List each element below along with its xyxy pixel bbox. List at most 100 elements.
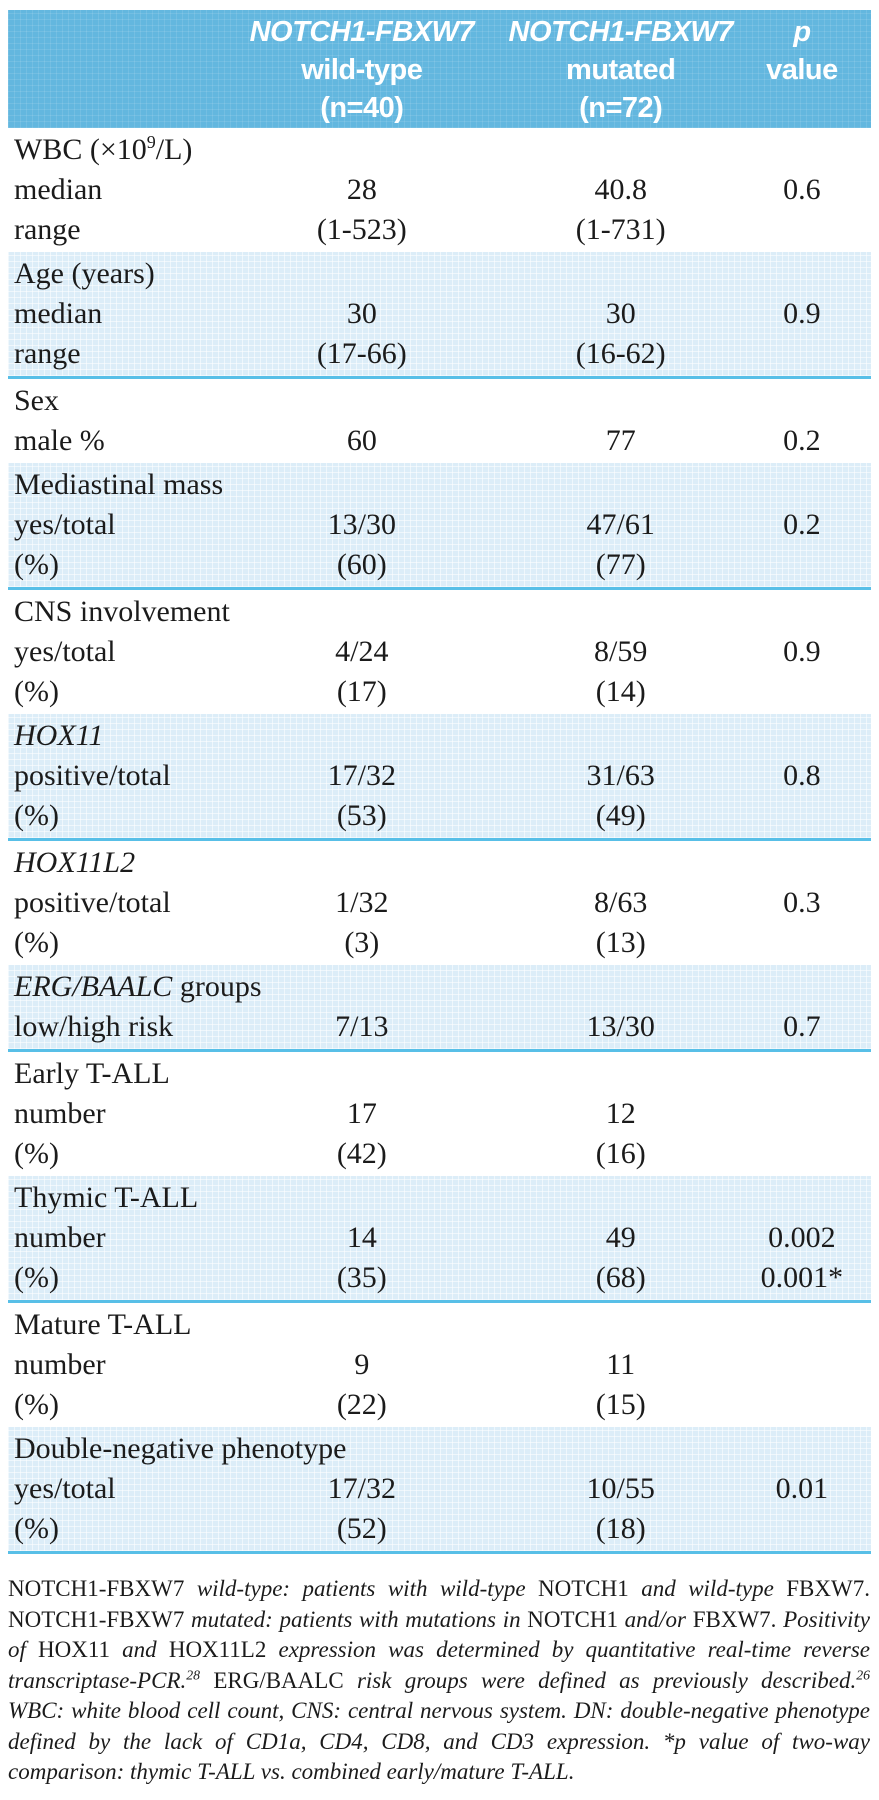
table-row: (%) (60) (77) <box>8 545 871 585</box>
text-segment: Mature T-ALL <box>14 1308 192 1341</box>
cell-wildtype: 17 <box>346 1097 377 1130</box>
text-segment: NOTCH1 <box>527 1606 625 1632</box>
text-segment: WBC (×10 <box>14 133 147 166</box>
cell-mutated: 8/63 <box>594 886 648 919</box>
text-segment: Early T-ALL <box>14 1057 170 1090</box>
text-segment: Mediastinal mass <box>14 468 224 501</box>
text-segment: FBXW7. <box>692 1606 784 1632</box>
text-segment: wild-type: patients with wild-type <box>196 1576 539 1601</box>
row-label: low/high risk <box>14 1010 174 1043</box>
text-segment: ERG/BAALC <box>14 970 173 1003</box>
cell-pvalue <box>733 545 871 585</box>
table-row: (%) (35) (68) 0.001* <box>8 1258 871 1298</box>
cell-pvalue: 0.7 <box>783 1010 821 1043</box>
text-segment: Age (years) <box>14 257 155 290</box>
text-segment: NOTCH1 <box>538 1576 642 1601</box>
table-row: (%) (42) (16) <box>8 1134 871 1174</box>
table-row: range (17-66) (16-62) <box>8 334 871 374</box>
row-label: (%) <box>14 675 59 708</box>
cell-pvalue: 0.6 <box>783 173 821 206</box>
text-segment: Positivity of <box>8 1606 870 1663</box>
header-value-label: value <box>766 54 838 86</box>
cell-pvalue: 0.3 <box>783 886 821 919</box>
table-section: Age (years) median 30 30 0.9 range (17-66) (16-… <box>8 252 871 379</box>
cell-wildtype: (17) <box>336 675 387 708</box>
row-label: (%) <box>14 1512 59 1545</box>
cell-pvalue <box>733 1345 871 1385</box>
row-label: number <box>14 1097 106 1130</box>
table-section: Early T-ALL number 17 12 (%) (42) (16) <box>8 1052 871 1176</box>
row-label: (%) <box>14 1261 59 1294</box>
cell-mutated: (14) <box>595 675 646 708</box>
section-label: CNS involvement <box>8 592 871 632</box>
table-row: median 30 30 0.9 <box>8 294 871 334</box>
cell-wildtype: 17/32 <box>327 759 396 792</box>
cell-wildtype: 13/30 <box>327 508 396 541</box>
text-segment: 26 <box>856 1666 871 1682</box>
header-group-label: wild-type <box>301 54 423 86</box>
text-segment: and/or <box>624 1606 693 1632</box>
table-row: (%) (3) (13) <box>8 923 871 963</box>
text-segment: HOX11 <box>38 1637 123 1662</box>
table-row: male % 60 77 0.2 <box>8 421 871 461</box>
cell-mutated: (18) <box>595 1512 646 1545</box>
cell-wildtype: 17/32 <box>327 1472 396 1505</box>
row-label: male % <box>14 424 105 457</box>
cell-wildtype: (3) <box>344 926 380 959</box>
header-col-parameter <box>8 13 215 128</box>
text-segment: and wild-type <box>641 1576 787 1601</box>
row-label: positive/total <box>14 886 171 919</box>
text-segment: expression was determined by quantitativ… <box>8 1637 871 1693</box>
text-segment: and <box>122 1637 169 1662</box>
text-segment: groups <box>172 970 262 1003</box>
cell-mutated: 49 <box>605 1221 636 1254</box>
cell-wildtype: (22) <box>336 1388 387 1421</box>
cell-pvalue: 0.8 <box>783 759 821 792</box>
row-label: positive/total <box>14 759 171 792</box>
cell-wildtype: (60) <box>336 548 387 581</box>
cell-wildtype: (35) <box>336 1261 387 1294</box>
cell-mutated: (77) <box>595 548 646 581</box>
text-segment: mutated: patients with mutations in <box>191 1606 528 1632</box>
header-col-pvalue: p value <box>733 13 871 128</box>
table-row: low/high risk 7/13 13/30 0.7 <box>8 1007 871 1047</box>
row-label: (%) <box>14 1388 59 1421</box>
cell-wildtype: (42) <box>336 1137 387 1170</box>
cell-mutated: 12 <box>605 1097 636 1130</box>
text-segment: ERG/BAALC <box>200 1667 357 1693</box>
table-section: ERG/BAALC groups low/high risk 7/13 13/30 0.… <box>8 965 871 1052</box>
cell-mutated: (68) <box>595 1261 646 1294</box>
table-header: NOTCH1-FBXW7 wild-type (n=40) NOTCH1-FBX… <box>8 10 871 128</box>
clinical-characteristics-table: NOTCH1-FBXW7 wild-type (n=40) NOTCH1-FBX… <box>8 10 871 1788</box>
text-segment: 9 <box>146 132 156 152</box>
section-label: Mediastinal mass <box>8 465 871 505</box>
row-label: yes/total <box>14 508 116 541</box>
cell-wildtype: 4/24 <box>335 635 389 668</box>
section-label: HOX11 <box>8 716 871 756</box>
cell-wildtype: 9 <box>354 1348 370 1381</box>
table-row: yes/total 13/30 47/61 0.2 <box>8 505 871 545</box>
text-segment: HOX11 <box>14 719 104 752</box>
header-n-label: (n=40) <box>320 92 404 124</box>
text-segment: 28 <box>186 1666 201 1682</box>
table-row: number 14 49 0.002 <box>8 1218 871 1258</box>
cell-mutated: (49) <box>595 799 646 832</box>
text-segment: CNS involvement <box>14 595 230 628</box>
cell-pvalue: 0.002 <box>768 1221 836 1254</box>
cell-pvalue: 0.9 <box>783 635 821 668</box>
cell-pvalue <box>733 923 871 963</box>
table-row: yes/total 4/24 8/59 0.9 <box>8 632 871 672</box>
table-section: WBC (×109/L) median 28 40.8 0.6 range (1-523)(… <box>8 128 871 252</box>
section-label: ERG/BAALC groups <box>8 967 871 1007</box>
cell-wildtype: (17-66) <box>316 337 407 370</box>
footnote: NOTCH1-FBXW7 wild-type: patients with wi… <box>8 1574 870 1788</box>
row-label: number <box>14 1221 106 1254</box>
header-group-label: mutated <box>566 54 676 86</box>
cell-mutated: 8/59 <box>594 635 648 668</box>
cell-pvalue <box>733 210 871 250</box>
cell-mutated: 13/30 <box>586 1010 655 1043</box>
cell-pvalue <box>733 1094 871 1134</box>
cell-pvalue <box>733 1385 871 1425</box>
row-label: range <box>14 213 81 246</box>
row-label: (%) <box>14 926 59 959</box>
